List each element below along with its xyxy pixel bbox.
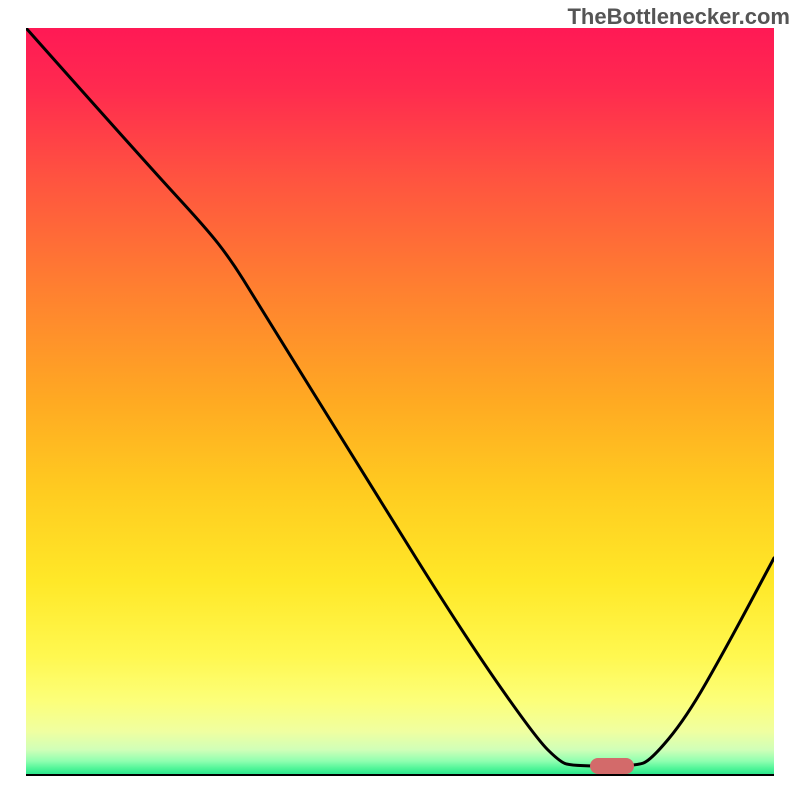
chart-background — [26, 28, 774, 776]
watermark-text: TheBottlenecker.com — [567, 4, 790, 30]
optimal-marker — [590, 758, 634, 774]
x-axis-line — [26, 774, 774, 776]
chart-svg — [26, 28, 774, 776]
bottleneck-chart — [26, 28, 774, 776]
